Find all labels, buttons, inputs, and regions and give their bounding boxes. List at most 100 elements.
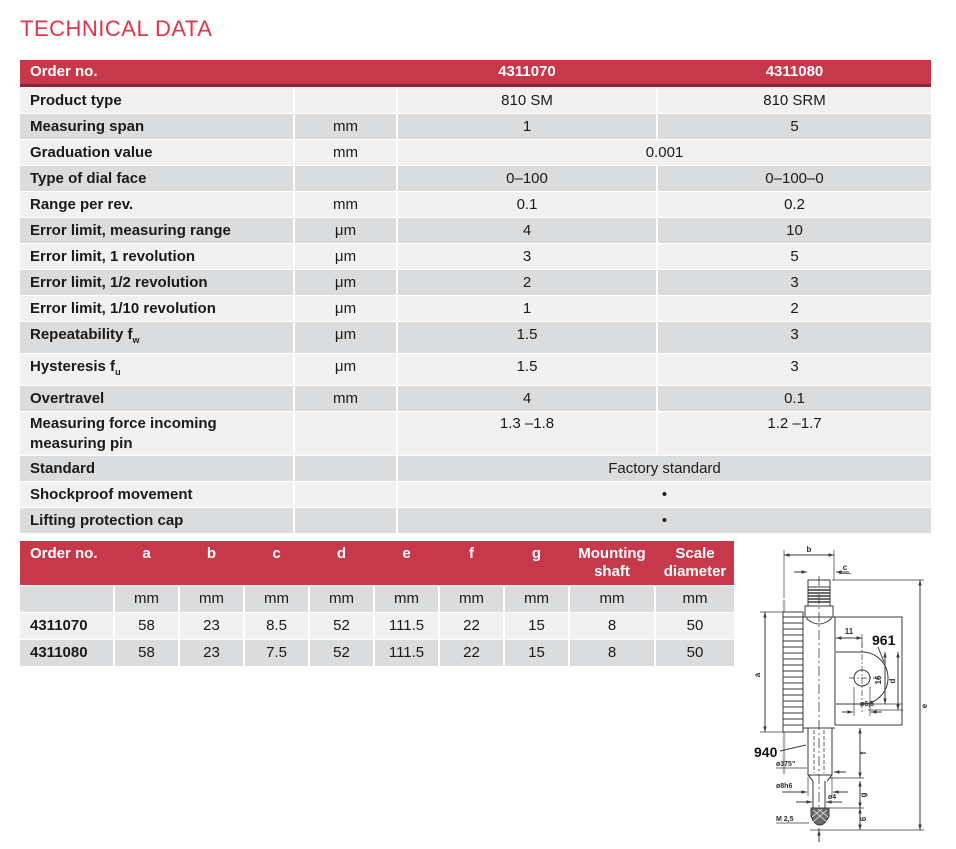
row-value-1: 4 [398,218,656,243]
callout-940: 940 [754,744,778,760]
dim-cell: 50 [656,640,734,666]
dim-cell: 15 [505,640,568,666]
row-label: Hysteresis fu [20,354,293,385]
row-label: Overtravel [20,386,293,411]
row-unit: μm [295,322,396,353]
row-unit: mm [295,386,396,411]
dimensions-table: Order no. a b c d e f g Mounting shaft S… [20,541,734,666]
dial-indicator-drawing: b c 11 961 16 d ø6,5 a e 940 ø375" f ø8h… [753,545,929,842]
table-row: 4311080 58 23 7.5 52 111.5 22 15 8 50 [20,640,734,666]
dim-cell: 23 [180,613,243,639]
row-label: Graduation value [20,140,293,165]
dim-label-d: d [888,678,897,683]
row-label: Error limit, 1 revolution [20,244,293,269]
dim-cell: 8 [570,640,654,666]
row-label: Shockproof movement [20,482,293,507]
table-row: Measuring force incoming measuring pin 1… [20,412,931,455]
dim-cell: 52 [310,613,373,639]
table-row: Range per rev. mm 0.1 0.2 [20,192,931,217]
row-unit [295,166,396,191]
page-title: TECHNICAL DATA [20,16,213,41]
table-row: Type of dial face 0–100 0–100–0 [20,166,931,191]
table2-header-c: c [272,545,281,562]
table2-header-d: d [336,545,347,562]
unit-cell: mm [375,586,438,612]
row-value-1: 1.5 [398,354,656,385]
row-label: Standard [20,456,293,481]
dim-cell: 22 [440,613,503,639]
unit-cell: mm [245,586,308,612]
row-unit: mm [295,140,396,165]
dim-label-hole-dia: ø6,5 [860,701,874,708]
row-label: Measuring span [20,114,293,139]
table-row: Standard Factory standard [20,456,931,481]
row-value-2: 0.2 [658,192,931,217]
row-label: Lifting protection cap [20,508,293,533]
dim-label-16: 16 [874,675,883,684]
table-row: Overtravel mm 4 0.1 [20,386,931,411]
row-value-1: 3 [398,244,656,269]
dim-cell: 58 [115,640,178,666]
row-label: Error limit, 1/2 revolution [20,270,293,295]
row-value-1: 1.3 –1.8 [398,412,656,455]
row-value-1: 1.5 [398,322,656,353]
table2-header-b: b [206,545,217,562]
row-value-2: 3 [658,322,931,353]
row-label: Type of dial face [20,166,293,191]
table1-header-order-4311070: 4311070 [498,63,556,80]
dim-cell: 52 [310,640,373,666]
unit-cell: mm [505,586,568,612]
technical-drawing: b c 11 961 16 d ø6,5 a e 940 ø375" f ø8h… [750,540,954,844]
table2-header-row: Order no. a b c d e f g Mounting shaft S… [20,541,734,585]
table-row: Error limit, 1 revolution μm 3 5 [20,244,931,269]
table-row: Error limit, 1/10 revolution μm 1 2 [20,296,931,321]
unit-cell: mm [570,586,654,612]
row-value-1: 810 SM [398,88,656,113]
unit-cell: mm [115,586,178,612]
dim-label-11: 11 [845,627,854,636]
dim-label-b: b [807,545,812,554]
table-row: Graduation value mm 0.001 [20,140,931,165]
row-unit: μm [295,354,396,385]
dim-label-c: c [843,563,848,572]
table-row: Lifting protection cap • [20,508,931,533]
table-row: Shockproof movement • [20,482,931,507]
row-value-span: • [398,482,931,507]
dim-label-e: e [920,703,929,708]
unit-cell: mm [656,586,734,612]
unit-cell: mm [440,586,503,612]
dim-cell: 50 [656,613,734,639]
dim-label-stem-dia: ø8h6 [776,783,792,790]
row-unit [295,456,396,481]
row-value-1: 4 [398,386,656,411]
unit-cell: mm [180,586,243,612]
table2-header-scale-diameter: Scale diameter [663,545,727,580]
table2-header-g: g [531,545,542,562]
dim-label-f: f [859,751,868,754]
dim-label-spindle-dia: ø4 [828,794,836,801]
row-unit [295,412,396,455]
row-value-1: 0.1 [398,192,656,217]
row-value-2: 1.2 –1.7 [658,412,931,455]
row-label: Error limit, measuring range [20,218,293,243]
table-row: Error limit, 1/2 revolution μm 2 3 [20,270,931,295]
row-value-span: 0.001 [398,140,931,165]
unit-cell: mm [310,586,373,612]
table2-header-f: f [469,545,474,562]
row-label: Product type [20,88,293,113]
callout-961: 961 [872,632,896,648]
dim-cell: 58 [115,613,178,639]
row-value-span: • [398,508,931,533]
row-value-2: 10 [658,218,931,243]
table-row: Error limit, measuring range μm 4 10 [20,218,931,243]
dim-cell: 15 [505,613,568,639]
row-value-2: 2 [658,296,931,321]
dim-label-a: a [753,672,762,677]
table2-header-e: e [402,545,411,562]
table-row: Product type 810 SM 810 SRM [20,88,931,113]
table2-header-a: a [142,545,151,562]
row-value-2: 810 SRM [658,88,931,113]
dim-label-g: g [859,792,868,797]
row-unit: μm [295,296,396,321]
dim-cell: 23 [180,640,243,666]
